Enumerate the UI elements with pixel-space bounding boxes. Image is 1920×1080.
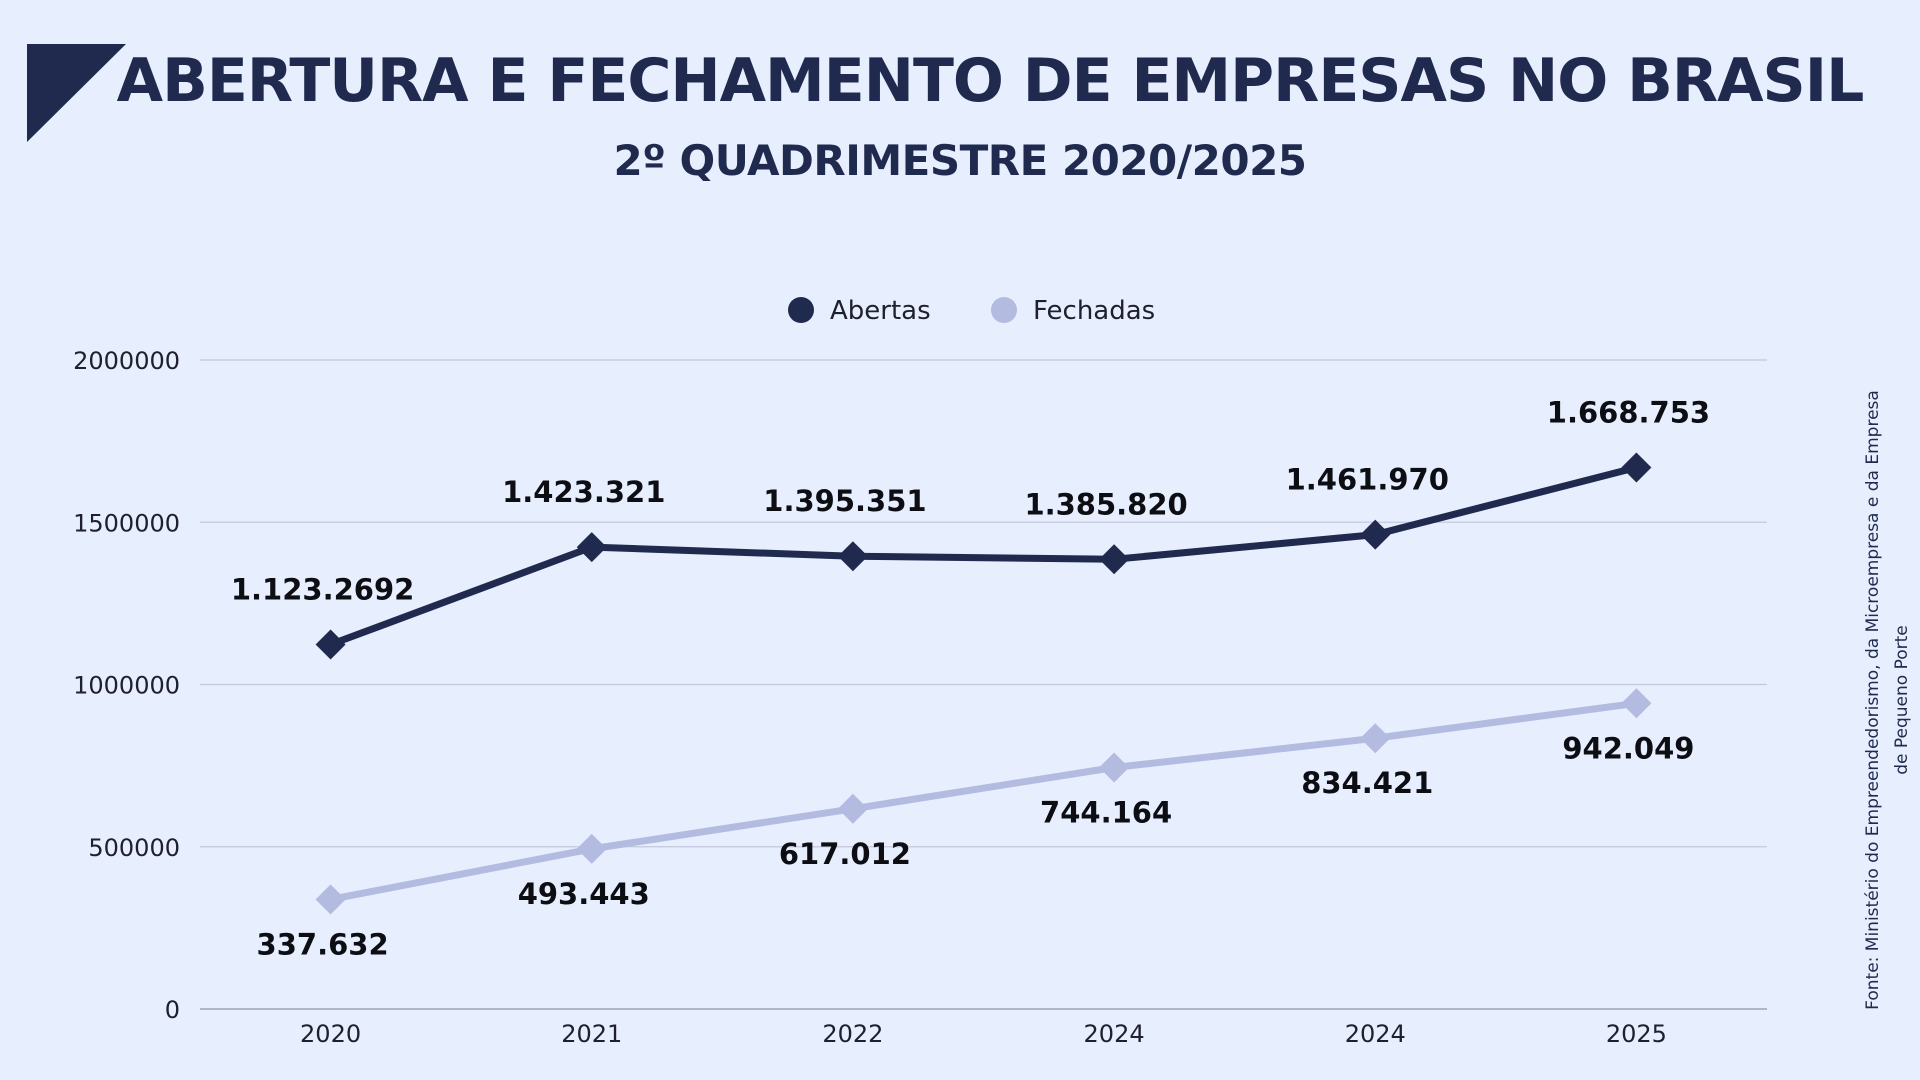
legend-label-fechadas: Fechadas [1033,296,1155,326]
source-note: Fonte: Ministério do Empreendedorismo, d… [1859,320,1917,1080]
x-tick-label: 2020 [300,1020,361,1048]
data-label-fechadas: 834.421 [1301,766,1433,800]
data-point-fechadas [837,793,868,824]
x-tick-label: 2022 [822,1020,883,1048]
x-tick-label: 2025 [1606,1020,1667,1048]
data-point-abertas [315,629,346,660]
data-label-fechadas: 337.632 [257,927,389,961]
series-line-fechadas [329,699,1637,903]
data-label-abertas: 1.668.753 [1547,395,1710,429]
source-line-1: Fonte: Ministério do Empreendedorismo, d… [1863,390,1883,1010]
x-tick-label: 2024 [1345,1020,1406,1048]
data-label-abertas: 1.385.820 [1024,487,1187,521]
legend-marker-fechadas [991,297,1017,323]
data-point-fechadas [576,833,607,864]
legend-marker-abertas [788,297,814,323]
y-tick-label: 0 [165,996,180,1024]
x-tick-label: 2024 [1084,1020,1145,1048]
data-label-fechadas: 617.012 [779,837,911,871]
y-tick-label: 1500000 [73,509,180,537]
data-label-abertas: 1.461.970 [1286,463,1449,497]
data-point-abertas [1360,519,1391,550]
x-tick-label: 2021 [561,1020,622,1048]
chart-title: ABERTURA E FECHAMENTO DE EMPRESAS NO BRA… [116,46,1865,116]
data-point-fechadas [1621,688,1652,719]
legend-label-abertas: Abertas [830,296,931,326]
data-point-abertas [1621,452,1652,483]
data-point-fechadas [315,884,346,915]
data-label-fechadas: 493.443 [518,877,650,911]
data-label-fechadas: 744.164 [1040,796,1172,830]
data-point-abertas [837,541,868,572]
source-line-2: de Pequeno Porte [1892,625,1912,775]
data-label-abertas: 1.123.2692 [231,572,414,606]
chart-subtitle: 2º QUADRIMESTRE 2020/2025 [613,136,1307,185]
y-tick-label: 1000000 [73,672,180,700]
data-label-abertas: 1.395.351 [763,484,926,518]
data-label-abertas: 1.423.321 [502,475,665,509]
series-line-abertas [329,464,1638,648]
data-label-fechadas: 942.049 [1562,731,1694,765]
data-point-fechadas [1360,723,1391,754]
corner-triangle-decoration [27,44,126,142]
data-point-abertas [576,532,607,563]
data-point-abertas [1099,544,1130,575]
y-tick-label: 500000 [88,834,180,862]
data-point-fechadas [1099,752,1130,783]
y-tick-label: 2000000 [73,347,180,375]
